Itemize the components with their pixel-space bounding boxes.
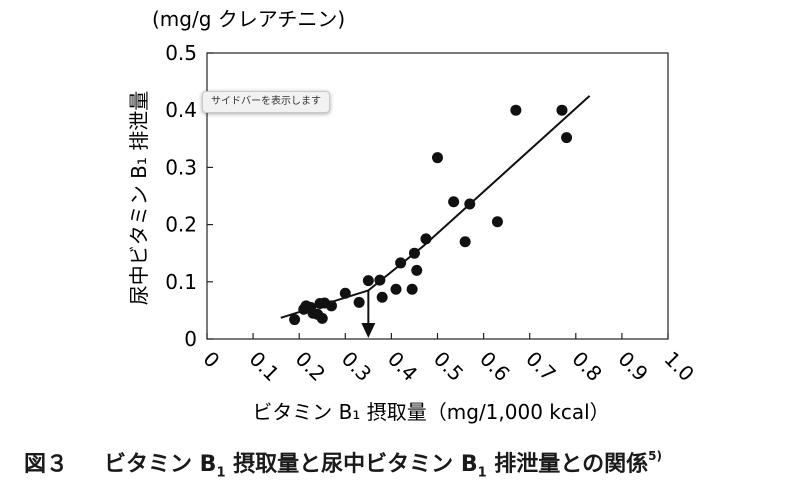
caption-text-1: ビタミン B [104, 452, 217, 477]
data-point [390, 283, 402, 295]
x-tick-label: 0.6 [475, 347, 514, 386]
figure-label: 図３ [24, 452, 69, 477]
x-tick-label: 1.0 [660, 347, 699, 386]
x-tick-label: 0.3 [337, 347, 376, 386]
data-point [376, 291, 388, 303]
x-tick-label: 0.9 [613, 347, 652, 386]
x-tick-label: 0.2 [291, 347, 330, 386]
y-tick-label: 0.5 [165, 41, 197, 65]
y-tick-label: 0.2 [165, 213, 197, 237]
x-axis: 0 0.1 0.2 0.3 0.4 0.5 0.6 0.7 0.8 0.9 1.0 [199, 333, 699, 386]
data-point [316, 312, 328, 324]
x-tick-label: 0 [199, 347, 225, 373]
data-point [353, 296, 365, 308]
data-point [464, 198, 476, 210]
y-tick-label: 0.1 [165, 270, 197, 294]
x-tick-label: 0.8 [567, 347, 606, 386]
x-tick-label: 0.5 [429, 347, 468, 386]
data-point [362, 275, 374, 287]
threshold-arrow [361, 290, 376, 338]
data-point [325, 300, 337, 312]
figure-caption: 図３ ビタミン B1 摂取量と尿中ビタミン B1 排泄量との関係5) [24, 446, 784, 480]
sidebar-tooltip: サイドバーを表示します [202, 91, 330, 113]
data-point [432, 152, 443, 164]
data-point [411, 264, 423, 276]
data-point [395, 257, 407, 269]
caption-sub-1: 1 [216, 465, 226, 481]
y-axis-title: 尿中ビタミン B₁ 排泄量 [127, 91, 151, 305]
caption-sub-2: 1 [477, 465, 487, 481]
x-axis-title: ビタミン B₁ 摂取量（mg/1,000 kcal） [252, 400, 609, 424]
data-point [510, 104, 522, 116]
y-tick-label: 0 [184, 327, 197, 351]
x-tick-label: 0.7 [521, 347, 560, 386]
data-point [459, 236, 471, 248]
data-points [289, 104, 573, 326]
data-point [561, 132, 573, 144]
data-point [374, 274, 386, 286]
caption-text-3: 排泄量との関係 [486, 452, 649, 477]
data-point [408, 247, 420, 259]
y-tick-label: 0.3 [165, 155, 197, 179]
data-point [491, 216, 503, 228]
y-axis-unit: (mg/g クレアチニン) [152, 7, 345, 31]
data-point [420, 233, 432, 245]
y-tick-label: 0.4 [165, 98, 197, 122]
data-point [289, 314, 301, 326]
arrow-head [361, 323, 376, 338]
x-tick-label: 0.4 [383, 347, 422, 386]
data-point [448, 196, 460, 208]
data-point [339, 287, 351, 299]
caption-reference: 5) [648, 449, 662, 463]
data-point [556, 104, 568, 116]
caption-text-2: 摂取量と尿中ビタミン B [225, 452, 478, 477]
y-axis: 0 0.1 0.2 0.3 0.4 0.5 [165, 41, 213, 351]
data-point [406, 283, 418, 295]
x-tick-label: 0.1 [245, 347, 284, 386]
